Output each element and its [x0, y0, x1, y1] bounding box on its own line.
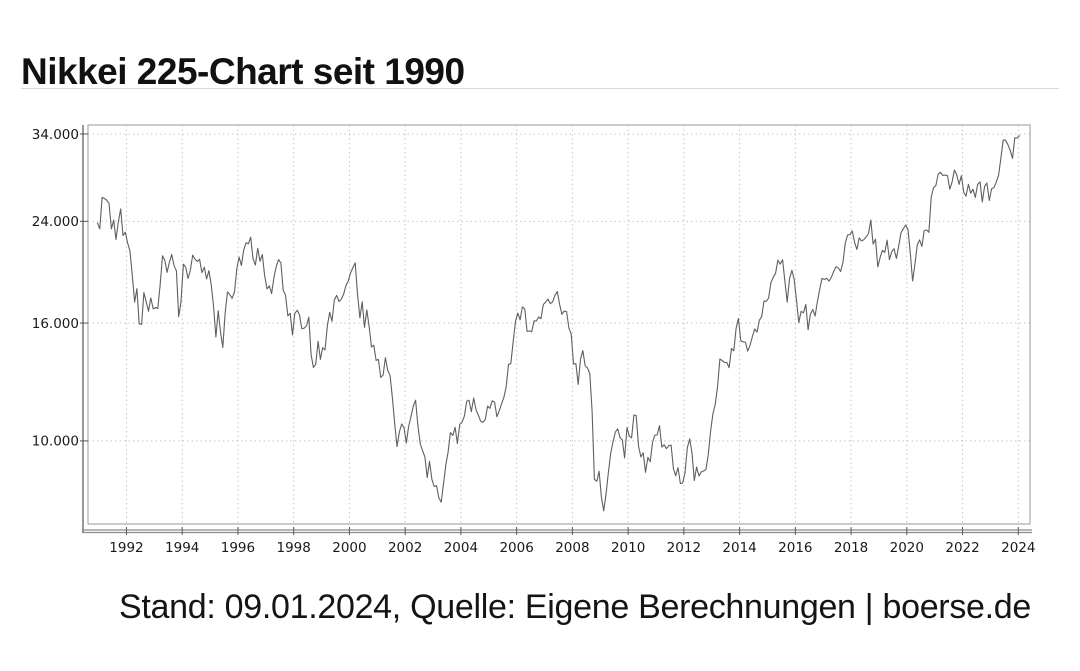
- x-axis-label: 1996: [221, 540, 255, 556]
- x-axis-label: 2016: [778, 540, 812, 556]
- x-axis-label: 1998: [276, 540, 310, 556]
- nikkei-chart: 1992 1994 1996 1998 2000 2002 2004 2006 2008 2010…: [0, 105, 1080, 570]
- page-title: Nikkei 225-Chart seit 1990: [21, 50, 465, 92]
- title-divider: [21, 88, 1059, 89]
- y-axis-label: 16.000: [32, 316, 79, 332]
- x-axis-label: 2008: [555, 540, 589, 556]
- axis-ticks: [80, 133, 1019, 535]
- x-axis-label: 2012: [667, 540, 701, 556]
- plot-border: [87, 124, 1031, 525]
- gridlines: [88, 125, 1030, 524]
- x-axis-label: 1994: [165, 540, 199, 556]
- nikkei-line-chart-svg: 1992 1994 1996 1998 2000 2002 2004 2006 2008 2010…: [32, 124, 1036, 556]
- y-axis-label: 24.000: [32, 214, 79, 230]
- x-axis-label: 2024: [1001, 540, 1035, 556]
- x-axis-label: 2000: [332, 540, 366, 556]
- x-axis-label: 2014: [722, 540, 756, 556]
- x-axis-label: 1992: [109, 540, 143, 556]
- nikkei-series-line: [96, 135, 1021, 512]
- x-axis-label: 2018: [834, 540, 868, 556]
- x-axis-label: 2010: [611, 540, 645, 556]
- x-axis-label: 2006: [499, 540, 533, 556]
- source-note: Stand: 09.01.2024, Quelle: Eigene Berech…: [118, 588, 1032, 626]
- axis-labels: 1992 1994 1996 1998 2000 2002 2004 2006 2008 2010…: [32, 127, 1036, 556]
- axis-spines: [82, 125, 1032, 534]
- x-axis-label: 2004: [444, 540, 478, 556]
- x-axis-label: 2022: [945, 540, 979, 556]
- y-axis-label: 10.000: [32, 434, 79, 450]
- y-axis-label: 34.000: [32, 127, 79, 143]
- x-axis-label: 2002: [388, 540, 422, 556]
- x-axis-label: 2020: [890, 540, 924, 556]
